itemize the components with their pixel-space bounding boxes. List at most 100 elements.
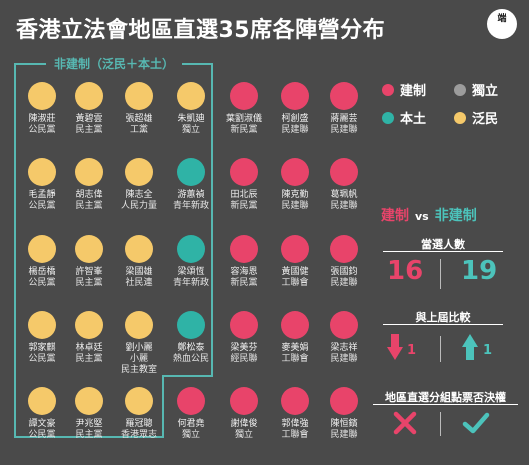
candidate-party: 民建聯 xyxy=(281,125,309,135)
candidate-dot xyxy=(28,82,56,110)
candidate-party: 民建聯 xyxy=(330,354,358,364)
candidate-dot xyxy=(75,311,103,339)
candidate-party: 獨立 xyxy=(181,430,200,440)
candidate-dot xyxy=(230,387,258,415)
candidate-card: 陳恒鑌 民建聯 xyxy=(309,387,379,441)
candidate-card: 謝偉俊 獨立 xyxy=(209,387,279,441)
candidate-card: 羅冠聰 香港眾志 xyxy=(104,387,174,441)
candidate-dot xyxy=(281,311,309,339)
candidate-name: 梁國雄 xyxy=(125,267,153,277)
candidate-name: 許智峯 xyxy=(75,267,103,277)
candidate-card: 游蕙禎 青年新政 xyxy=(156,158,226,212)
candidate-dot xyxy=(75,158,103,186)
candidate-dot xyxy=(75,235,103,263)
candidate-card: 葛珮帆 民建聯 xyxy=(309,158,379,212)
candidate-card: 劉小麗 小麗 民主教室 xyxy=(104,311,174,376)
candidate-name: 毛孟靜 xyxy=(28,190,56,200)
comparison-title: 建制 vs 非建制 xyxy=(381,205,477,225)
legend-label: 獨立 xyxy=(472,84,499,99)
change-label: 與上屆比較 xyxy=(415,311,471,324)
cross-icon xyxy=(393,411,417,439)
candidate-name: 楊岳橋 xyxy=(28,267,56,277)
candidate-name: 葉劉淑儀 xyxy=(225,114,262,124)
candidate-name: 梁頌恆 xyxy=(177,267,205,277)
legend-item-establishment: 建制 xyxy=(382,80,426,99)
candidate-card: 胡志偉 民主黨 xyxy=(54,158,124,212)
split-vote-divider xyxy=(440,412,441,436)
brand-logo: 端 xyxy=(487,9,517,39)
candidate-dot xyxy=(230,311,258,339)
candidate-card: 陳克勤 民建聯 xyxy=(260,158,330,212)
candidate-party: 工聯會 xyxy=(281,354,309,364)
legend-item-localist: 本土 xyxy=(382,108,426,127)
candidate-card: 朱凱廸 獨立 xyxy=(156,82,226,136)
candidate-dot xyxy=(330,158,358,186)
candidate-dot xyxy=(125,235,153,263)
candidate-card: 毛孟靜 公民黨 xyxy=(7,158,77,212)
candidate-card: 葉劉淑儀 新民黨 xyxy=(209,82,279,136)
change-underline xyxy=(383,324,503,325)
candidate-party: 公民黨 xyxy=(28,201,56,211)
split-vote-label: 地區直選分組點票否決權 xyxy=(385,391,506,404)
candidate-name: 張超雄 xyxy=(125,114,153,124)
candidate-card: 何君堯 獨立 xyxy=(156,387,226,441)
candidate-party: 小麗 民主教室 xyxy=(120,354,157,375)
candidate-dot xyxy=(330,311,358,339)
candidate-dot xyxy=(281,387,309,415)
candidate-dot xyxy=(177,311,205,339)
brand-logo-text: 端 xyxy=(497,14,507,24)
candidate-name: 葛珮帆 xyxy=(330,190,358,200)
candidate-dot xyxy=(75,82,103,110)
candidate-dot xyxy=(177,82,205,110)
non-establishment-label: 非建制（泛民＋本土） xyxy=(46,55,183,73)
candidate-name: 何君堯 xyxy=(177,419,205,429)
candidate-name: 尹兆堅 xyxy=(75,419,103,429)
candidate-card: 麥美娟 工聯會 xyxy=(260,311,330,365)
candidate-card: 林卓廷 民主黨 xyxy=(54,311,124,365)
candidate-party: 獨立 xyxy=(234,430,253,440)
candidate-dot xyxy=(281,82,309,110)
change-divider xyxy=(440,336,441,362)
candidate-card: 黃國健 工聯會 xyxy=(260,235,330,289)
candidate-dot xyxy=(177,235,205,263)
candidate-dot xyxy=(125,387,153,415)
seats-divider xyxy=(440,259,441,289)
candidate-name: 謝偉俊 xyxy=(230,419,258,429)
non-establishment-change: 1 xyxy=(483,343,493,358)
candidate-party: 經民聯 xyxy=(230,354,258,364)
candidate-name: 陳克勤 xyxy=(281,190,309,200)
candidate-party: 工聯會 xyxy=(281,278,309,288)
candidate-card: 田北辰 新民黨 xyxy=(209,158,279,212)
independent-dot-icon xyxy=(454,83,466,96)
establishment-seats: 16 xyxy=(387,256,424,286)
candidate-party: 公民黨 xyxy=(28,354,56,364)
candidate-party: 新民黨 xyxy=(230,278,258,288)
candidate-party: 民主黨 xyxy=(75,201,103,211)
candidate-name: 陳恒鑌 xyxy=(330,419,358,429)
candidate-card: 蔣麗芸 民建聯 xyxy=(309,82,379,136)
candidate-name: 蔣麗芸 xyxy=(330,114,358,124)
candidate-party: 民主黨 xyxy=(75,278,103,288)
candidate-card: 譚文豪 公民黨 xyxy=(7,387,77,441)
establishment-heading: 建制 xyxy=(381,208,409,224)
candidate-name: 梁美芬 xyxy=(230,343,258,353)
candidate-name: 譚文豪 xyxy=(28,419,56,429)
candidate-party: 民建聯 xyxy=(330,278,358,288)
candidate-name: 郭家麒 xyxy=(28,343,56,353)
candidate-name: 胡志偉 xyxy=(75,190,103,200)
candidate-dot xyxy=(230,82,258,110)
candidate-dot xyxy=(330,82,358,110)
candidate-card: 梁頌恆 青年新政 xyxy=(156,235,226,289)
candidate-party: 熱血公民 xyxy=(172,354,209,364)
legend-label: 泛民 xyxy=(472,112,499,127)
candidate-party: 民建聯 xyxy=(330,430,358,440)
candidate-card: 容海恩 新民黨 xyxy=(209,235,279,289)
candidate-party: 公民黨 xyxy=(28,125,56,135)
candidate-dot xyxy=(230,235,258,263)
candidate-card: 郭家麒 公民黨 xyxy=(7,311,77,365)
up-arrow-icon xyxy=(462,334,478,364)
candidate-party: 香港眾志 xyxy=(120,430,157,440)
candidate-card: 尹兆堅 民主黨 xyxy=(54,387,124,441)
candidate-name: 林卓廷 xyxy=(75,343,103,353)
candidate-card: 梁志祥 民建聯 xyxy=(309,311,379,365)
